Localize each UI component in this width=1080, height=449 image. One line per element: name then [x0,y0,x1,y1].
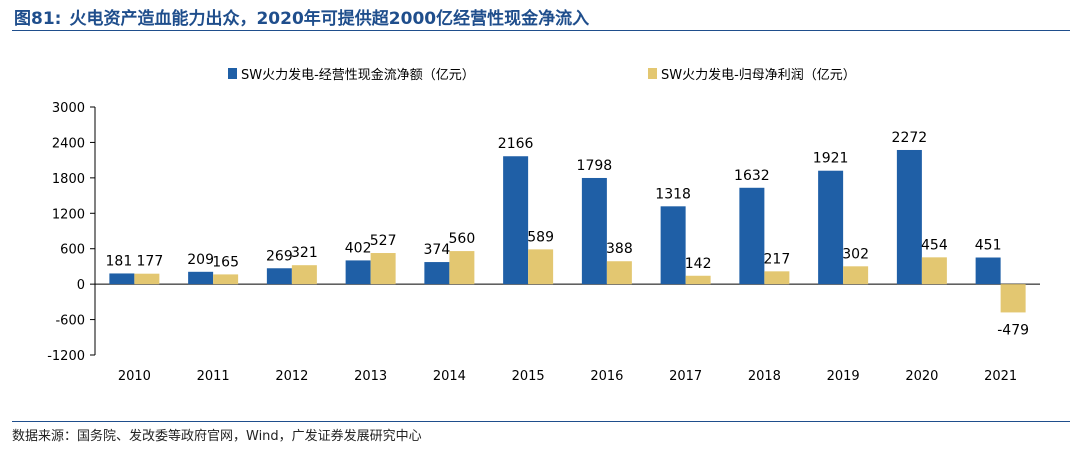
y-tick-label: -1200 [47,349,85,364]
x-tick-label: 2014 [433,369,466,384]
x-tick-label: 2013 [354,369,387,384]
bar-chart: -1200 -600 0 600 1200 1800 2400 3000 2010 181 177 2… [47,67,1040,384]
x-tick-label: 2010 [118,369,151,384]
figure-number: 图81: [14,9,62,29]
legend-label-net-profit: SW火力发电-归母净利润（亿元） [661,67,856,83]
net-profit-bar [528,249,554,285]
legend-swatch-net-profit [648,68,657,79]
cashflow-value-label: 402 [345,240,372,256]
net-profit-value-label: 177 [137,254,164,270]
title-divider [12,30,1070,31]
cashflow-value-label: 209 [187,252,214,268]
cashflow-bar [896,149,922,285]
source-note: 数据来源：国务院、发改委等政府官网，Wind，广发证券发展研究中心 [12,429,422,444]
x-tick-label: 2011 [197,369,230,384]
net-profit-bar [291,265,317,285]
cashflow-bar [503,156,529,285]
cashflow-value-label: 181 [106,253,133,269]
net-profit-bar [449,251,475,285]
net-profit-bar [843,266,869,285]
cashflow-bar [109,273,135,285]
source-divider [12,421,1070,422]
cashflow-bar [424,262,450,285]
net-profit-value-label: 302 [842,246,869,262]
net-profit-value-label: 142 [685,256,712,272]
x-tick-label: 2019 [827,369,860,384]
x-tick-label: 2012 [275,369,308,384]
cashflow-bar [266,268,292,285]
legend-label-cashflow: SW火力发电-经营性现金流净额（亿元） [241,67,475,83]
figure-title-text: 火电资产造血能力出众，2020年可提供超2000亿经营性现金净流入 [69,9,590,29]
cashflow-value-label: 2166 [498,136,534,152]
net-profit-value-label: -479 [997,322,1029,338]
net-profit-bar [606,261,632,285]
cashflow-value-label: 2272 [892,130,928,146]
net-profit-bar [1000,284,1026,313]
net-profit-value-label: 217 [764,251,791,267]
net-profit-bar [764,271,790,285]
x-tick-label: 2016 [590,369,623,384]
figure-title: 图81: 火电资产造血能力出众，2020年可提供超2000亿经营性现金净流入 [14,4,589,29]
y-tick-label: 2400 [52,136,85,151]
net-profit-value-label: 388 [606,241,633,257]
cashflow-bar [660,206,686,285]
net-profit-bar [921,257,947,285]
net-profit-value-label: 321 [291,245,318,261]
cashflow-bar [818,170,844,285]
cashflow-value-label: 269 [266,248,293,264]
net-profit-bar [134,273,160,285]
x-tick-label: 2018 [748,369,781,384]
x-tick-label: 2015 [512,369,545,384]
cashflow-bar [975,257,1001,285]
cashflow-bar [188,271,214,285]
cashflow-value-label: 1632 [734,168,770,184]
net-profit-value-label: 165 [212,254,239,270]
cashflow-bar [581,177,607,285]
cashflow-value-label: 374 [424,242,451,258]
y-tick-label: 600 [60,243,85,258]
x-tick-label: 2021 [984,369,1017,384]
cashflow-value-label: 1921 [813,151,849,167]
y-tick-label: -600 [55,314,85,329]
net-profit-value-label: 527 [370,233,397,249]
net-profit-bar [685,275,711,285]
cashflow-value-label: 1798 [577,158,613,174]
legend-swatch-cashflow [228,68,237,79]
net-profit-value-label: 560 [449,231,476,247]
net-profit-bar [213,274,239,285]
net-profit-value-label: 589 [527,229,554,245]
y-tick-label: 3000 [52,101,85,116]
y-tick-label: 1800 [52,172,85,187]
y-tick-label: 0 [77,278,85,293]
y-tick-label: 1200 [52,207,85,222]
x-tick-label: 2017 [669,369,702,384]
x-tick-label: 2020 [905,369,938,384]
cashflow-bar [345,260,371,285]
cashflow-bar [739,187,765,285]
net-profit-bar [370,253,396,285]
net-profit-value-label: 454 [921,237,948,253]
cashflow-value-label: 1318 [655,186,691,202]
cashflow-value-label: 451 [975,238,1002,254]
